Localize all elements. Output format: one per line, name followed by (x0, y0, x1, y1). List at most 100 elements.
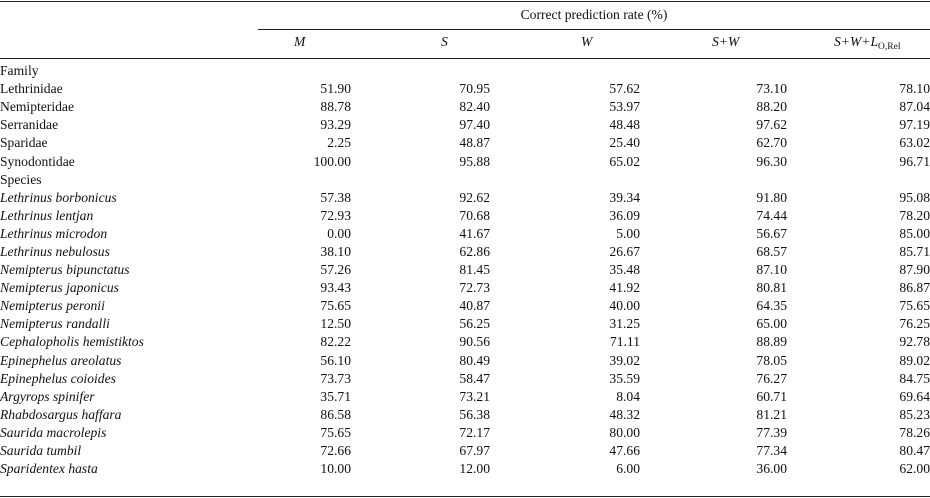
cell-value: 10.00 (320, 461, 351, 477)
cell-value: 31.25 (609, 316, 640, 332)
row-name: Cephalopholis hemistiktos (0, 334, 144, 350)
table-row: Lethrinus nebulosus 38.10 62.86 26.67 68.57 8… (0, 243, 930, 261)
cell-value: 78.05 (756, 352, 787, 368)
cell-value: 75.65 (899, 298, 930, 314)
cell-value: 77.39 (756, 424, 787, 440)
cell-value: 62.86 (459, 243, 490, 259)
cell-value: 71.11 (609, 334, 640, 350)
cell-value: 73.21 (459, 388, 490, 404)
cell-value: 39.34 (609, 189, 640, 205)
cell-value: 74.44 (756, 207, 787, 223)
cell-value: 76.25 (899, 316, 930, 332)
row-name: Epinephelus areolatus (0, 352, 122, 368)
table-body: Family Lethrinidae 51.90 70.95 57.62 73.10 78.… (0, 62, 930, 478)
section-row-family: Family (0, 62, 930, 80)
row-name: Nemipterus randalli (0, 316, 110, 332)
cell-value: 88.89 (756, 334, 787, 350)
cell-value: 73.10 (756, 81, 787, 97)
cell-value: 48.48 (609, 117, 640, 133)
row-name: Saurida tumbil (0, 443, 82, 459)
cell-value: 35.59 (609, 370, 640, 386)
row-name: Nemipteridae (0, 99, 74, 115)
section-label: Species (0, 171, 42, 187)
row-name: Sparidae (0, 135, 48, 151)
cell-value: 86.58 (320, 406, 351, 422)
column-group-header: Correct prediction rate (%) (520, 7, 668, 22)
table-row: Lethrinus microdon 0.00 41.67 5.00 56.67 85.0… (0, 225, 930, 243)
cell-value: 48.87 (459, 135, 490, 151)
row-name: Nemipterus bipunctatus (0, 262, 130, 278)
column-header-s-w: S+W (712, 34, 740, 49)
row-name: Argyrops spinifer (0, 388, 95, 404)
cell-value: 92.62 (459, 189, 490, 205)
cell-value: 70.95 (459, 81, 490, 97)
cell-value: 81.21 (756, 406, 787, 422)
cell-value: 76.27 (756, 370, 787, 386)
cell-value: 63.02 (899, 135, 930, 151)
cell-value: 93.29 (320, 117, 351, 133)
cell-value: 78.20 (899, 207, 930, 223)
cell-value: 56.25 (459, 316, 490, 332)
cell-value: 82.40 (459, 99, 490, 115)
cell-value: 90.56 (459, 334, 490, 350)
cell-value: 5.00 (616, 225, 640, 241)
cell-value: 62.00 (899, 461, 930, 477)
table-row: Epinephelus coioides 73.73 58.47 35.59 76.27… (0, 370, 930, 388)
cell-value: 56.10 (320, 352, 351, 368)
cell-value: 53.97 (609, 99, 640, 115)
table-row: Sparidae 2.25 48.87 25.40 62.70 63.02 (0, 134, 930, 152)
cell-value: 91.80 (756, 189, 787, 205)
table-row: Cephalopholis hemistiktos 82.22 90.56 71.11… (0, 333, 930, 351)
cell-value: 56.38 (459, 406, 490, 422)
cell-value: 72.93 (320, 207, 351, 223)
row-name: Lethrinus microdon (0, 225, 108, 241)
cell-value: 12.00 (459, 461, 490, 477)
row-name: Nemipterus japonicus (0, 280, 119, 296)
cell-value: 96.71 (899, 153, 930, 169)
cell-value: 65.00 (756, 316, 787, 332)
table-row: Saurida tumbil 72.66 67.97 47.66 77.34 80.47 (0, 442, 930, 460)
cell-value: 36.09 (609, 207, 640, 223)
row-name: Lethrinidae (0, 81, 63, 97)
cell-value: 81.45 (459, 262, 490, 278)
column-header-s-w-l: S+W+LO,Rel (834, 33, 900, 56)
cell-value: 78.10 (899, 81, 930, 97)
table-row: Saurida macrolepis 75.65 72.17 80.00 77.39 78… (0, 424, 930, 442)
table-row: Lethrinus lentjan 72.93 70.68 36.09 74.44 78.… (0, 207, 930, 225)
cell-value: 82.22 (320, 334, 351, 350)
cell-value: 78.26 (899, 424, 930, 440)
cell-value: 8.04 (616, 388, 640, 404)
cell-value: 57.26 (320, 262, 351, 278)
table-row: Nemipterus japonicus 93.43 72.73 41.92 80.81… (0, 279, 930, 297)
column-group-rule (258, 29, 930, 30)
cell-value: 75.65 (320, 298, 351, 314)
cell-value: 48.32 (609, 406, 640, 422)
cell-value: 64.35 (756, 298, 787, 314)
cell-value: 69.64 (899, 388, 930, 404)
cell-value: 56.67 (756, 225, 787, 241)
cell-value: 65.02 (609, 153, 640, 169)
prediction-rate-table: Family Lethrinidae 51.90 70.95 57.62 73.10 78.… (0, 62, 930, 478)
row-name: Rhabdosargus haffara (0, 406, 122, 422)
row-name: Synodontidae (0, 153, 75, 169)
table-row: Argyrops spinifer 35.71 73.21 8.04 60.71 69.6… (0, 388, 930, 406)
table-row: Lethrinus borbonicus 57.38 92.62 39.34 91.80… (0, 189, 930, 207)
table-row: Nemipteridae 88.78 82.40 53.97 88.20 87.04 (0, 98, 930, 116)
cell-value: 93.43 (320, 280, 351, 296)
table-row: Nemipterus peronii 75.65 40.87 40.00 64.35 75… (0, 297, 930, 315)
cell-value: 62.70 (756, 135, 787, 151)
cell-value: 57.38 (320, 189, 351, 205)
cell-value: 38.10 (320, 243, 351, 259)
cell-value: 75.65 (320, 424, 351, 440)
section-label: Family (0, 63, 39, 79)
cell-value: 87.04 (899, 99, 930, 115)
column-header-w: W (581, 34, 593, 49)
cell-value: 97.19 (899, 117, 930, 133)
cell-value: 36.00 (756, 461, 787, 477)
column-header-s: S (441, 34, 448, 49)
section-row-species: Species (0, 171, 930, 189)
cell-value: 85.00 (899, 225, 930, 241)
row-name: Sparidentex hasta (0, 461, 98, 477)
column-header-s-w-l-main: S+W+L (834, 34, 879, 49)
cell-value: 72.66 (320, 443, 351, 459)
